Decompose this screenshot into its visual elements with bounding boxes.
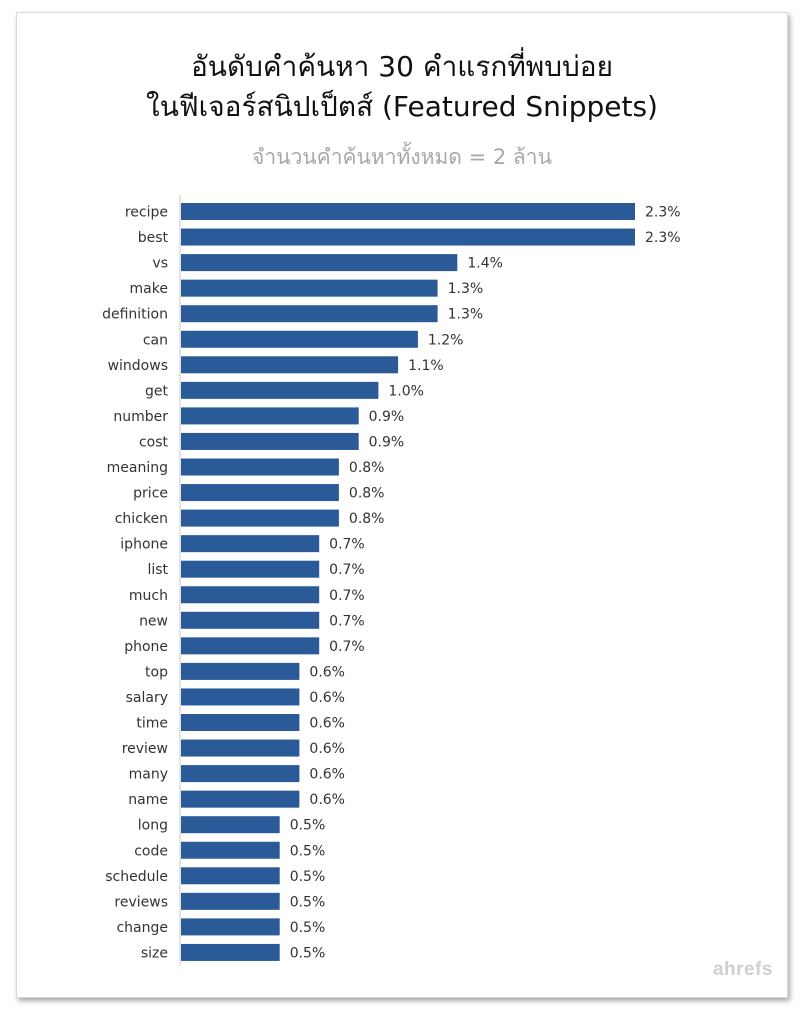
- bar: [181, 458, 339, 476]
- category-label: top: [145, 664, 168, 680]
- category-label: phone: [124, 639, 168, 655]
- category-label: review: [122, 741, 168, 757]
- chart-title: อันดับคำค้นหา 30 คำแรกที่พบบ่อย ในฟีเจอร…: [17, 47, 787, 127]
- bar: [181, 611, 320, 629]
- bar: [181, 407, 359, 425]
- value-label: 0.5%: [290, 894, 326, 910]
- category-label: definition: [102, 307, 168, 323]
- category-label: meaning: [107, 460, 168, 476]
- value-label: 0.5%: [290, 818, 326, 834]
- category-label: time: [136, 716, 168, 732]
- bar: [181, 535, 320, 553]
- category-label: best: [138, 230, 169, 246]
- bar: [181, 816, 280, 834]
- category-label: salary: [126, 690, 168, 706]
- bar: [181, 330, 418, 348]
- bar: [181, 586, 320, 604]
- category-label: make: [130, 281, 168, 297]
- category-label: reviews: [114, 894, 168, 910]
- bar: [181, 254, 458, 272]
- value-label: 0.7%: [329, 588, 365, 604]
- value-label: 1.4%: [467, 256, 503, 272]
- value-label: 0.7%: [329, 639, 365, 655]
- category-label: schedule: [105, 869, 168, 885]
- value-label: 0.6%: [309, 792, 345, 808]
- bar: [181, 790, 300, 808]
- category-label: new: [139, 613, 168, 629]
- bar: [181, 560, 320, 578]
- bar: [181, 203, 635, 220]
- value-label: 0.6%: [309, 716, 345, 732]
- category-label: name: [128, 792, 168, 808]
- value-label: 0.9%: [369, 434, 405, 450]
- bar: [181, 918, 280, 936]
- bar: [181, 381, 379, 399]
- category-label: can: [143, 332, 168, 348]
- bar: [181, 841, 280, 859]
- category-label: many: [129, 767, 168, 783]
- category-label: iphone: [120, 537, 168, 553]
- category-label: recipe: [125, 205, 168, 221]
- category-label: change: [116, 920, 168, 936]
- value-label: 0.6%: [309, 741, 345, 757]
- value-label: 0.5%: [290, 945, 326, 961]
- value-label: 2.3%: [645, 205, 681, 221]
- value-label: 0.8%: [349, 460, 385, 476]
- bar: [181, 765, 300, 783]
- category-label: much: [129, 588, 168, 604]
- value-label: 0.7%: [329, 613, 365, 629]
- brand-logo: ahrefs: [712, 959, 773, 980]
- value-label: 0.5%: [290, 920, 326, 936]
- category-label: code: [134, 843, 168, 859]
- value-label: 0.6%: [309, 767, 345, 783]
- bar: [181, 509, 339, 527]
- bar: [181, 867, 280, 885]
- value-label: 0.8%: [349, 511, 385, 527]
- bar: [181, 228, 635, 246]
- category-label: number: [113, 409, 168, 425]
- value-label: 0.8%: [349, 486, 385, 502]
- bar: [181, 356, 399, 374]
- chart-card: อันดับคำค้นหา 30 คำแรกที่พบบ่อย ในฟีเจอร…: [16, 12, 788, 998]
- bar: [181, 662, 300, 680]
- value-label: 0.9%: [369, 409, 405, 425]
- bar: [181, 714, 300, 731]
- value-label: 1.1%: [408, 358, 444, 374]
- bar: [181, 892, 280, 910]
- value-label: 0.7%: [329, 562, 365, 578]
- value-label: 2.3%: [645, 230, 681, 246]
- category-label: long: [138, 818, 168, 834]
- bar: [181, 305, 438, 323]
- value-label: 1.2%: [428, 332, 464, 348]
- bar: [181, 484, 339, 502]
- bar: [181, 943, 280, 961]
- value-label: 1.3%: [448, 281, 484, 297]
- chart-title-line1: อันดับคำค้นหา 30 คำแรกที่พบบ่อย: [190, 50, 614, 83]
- category-label: price: [133, 486, 168, 502]
- bar: [181, 279, 438, 297]
- value-label: 0.5%: [290, 869, 326, 885]
- value-label: 1.0%: [388, 383, 424, 399]
- category-label: get: [145, 383, 169, 399]
- bar: [181, 432, 359, 450]
- value-label: 0.7%: [329, 537, 365, 553]
- value-label: 0.5%: [290, 843, 326, 859]
- value-label: 0.6%: [309, 664, 345, 680]
- bar-chart: recipe 2.3% best 2.3% vs 1.4% make 1.3% definiti…: [102, 195, 681, 966]
- bar: [181, 688, 300, 706]
- category-label: size: [141, 945, 168, 961]
- category-label: cost: [139, 434, 169, 450]
- category-label: vs: [152, 256, 168, 272]
- category-label: list: [147, 562, 168, 578]
- category-label: chicken: [115, 511, 168, 527]
- category-label: windows: [108, 358, 168, 374]
- chart-subtitle: จำนวนคำค้นหาทั้งหมด = 2 ล้าน: [252, 145, 552, 169]
- value-label: 1.3%: [448, 307, 484, 323]
- bar: [181, 637, 320, 655]
- bar: [181, 739, 300, 757]
- chart-title-line2: ในฟีเจอร์สนิปเป็ตส์ (Featured Snippets): [146, 90, 658, 123]
- value-label: 0.6%: [309, 690, 345, 706]
